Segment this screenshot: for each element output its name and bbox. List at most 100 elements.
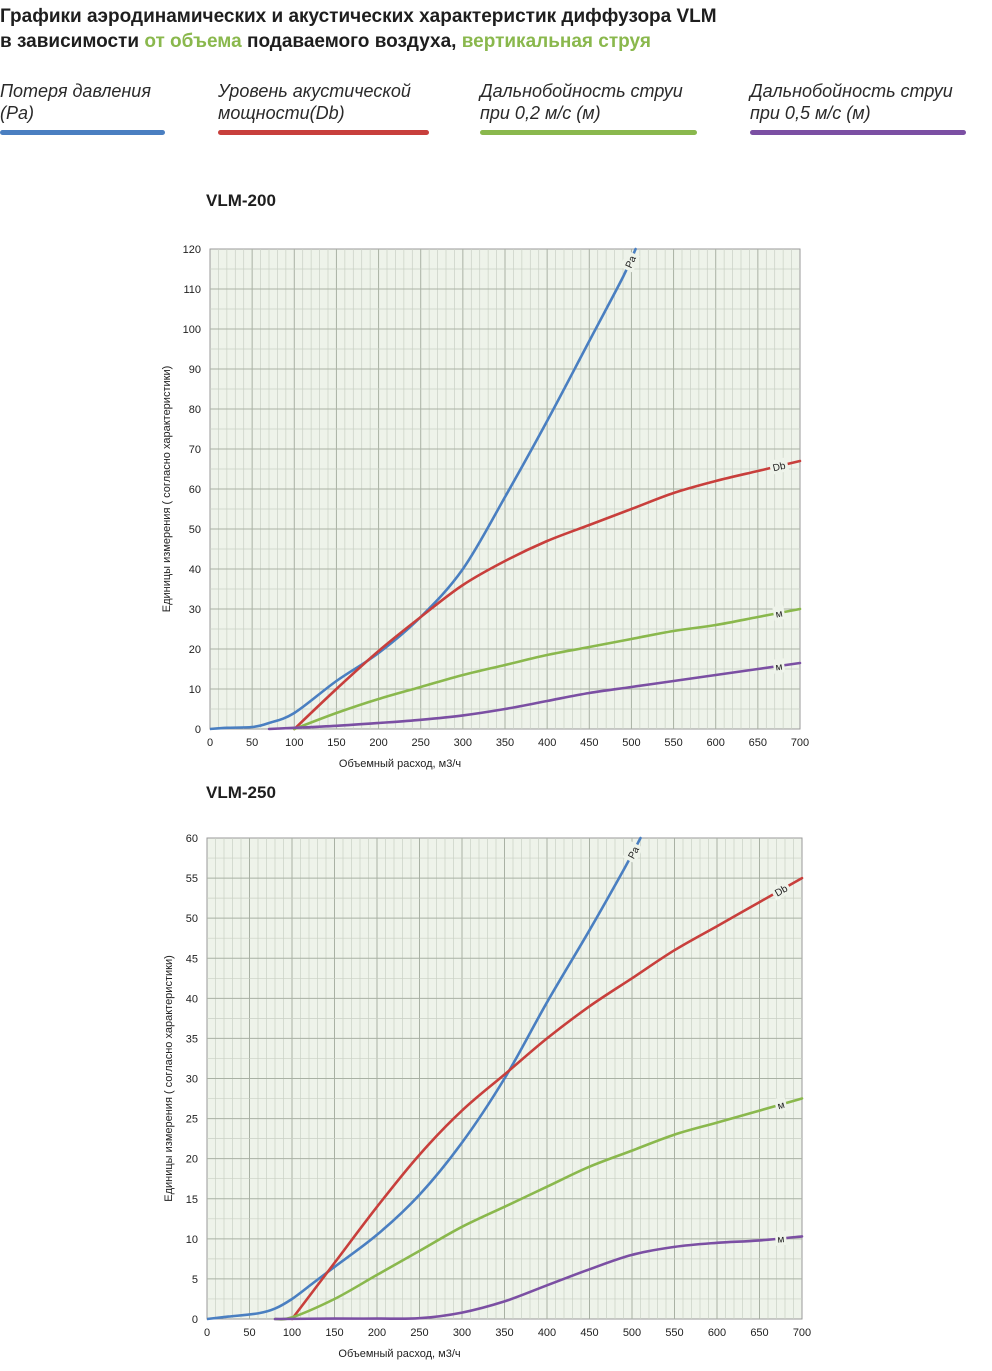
y-tick-label: 0 <box>195 724 201 736</box>
x-tick-label: 300 <box>453 1327 471 1339</box>
y-tick-label: 120 <box>183 244 201 256</box>
series-line-pa <box>207 836 642 1321</box>
title-part-d: вертикальная струя <box>461 31 651 52</box>
series-label-bg <box>619 250 641 273</box>
y-tick-label: 25 <box>186 1114 198 1126</box>
y-axis-label: Единицы измерения ( согласно характерист… <box>163 955 175 1202</box>
series-label-bg <box>772 658 786 674</box>
series-label-db: Db <box>768 457 790 475</box>
series-label-throw-05: м <box>772 658 786 674</box>
legend-swatch-green <box>480 130 697 135</box>
x-tick-label: 300 <box>454 737 472 749</box>
x-tick-label: 0 <box>207 737 213 749</box>
title-line-2: в зависимости от объема подаваемого возд… <box>0 29 992 54</box>
legend-label-throw-05: Дальнобойность струи при 0,5 м/с (м) <box>750 81 953 123</box>
x-tick-label: 250 <box>412 737 430 749</box>
legend-item-throw-02: Дальнобойность струи при 0,2 м/с (м) <box>480 80 700 135</box>
y-tick-label: 100 <box>183 324 201 336</box>
x-tick-label: 50 <box>243 1327 255 1339</box>
y-tick-label: 10 <box>189 684 201 696</box>
series-label-bg <box>769 879 793 901</box>
series-label-bg <box>773 1096 788 1113</box>
x-tick-label: 200 <box>368 1327 386 1339</box>
series-label-text: м <box>775 662 783 674</box>
x-tick-label: 350 <box>495 1327 513 1339</box>
x-tick-label: 400 <box>538 1327 556 1339</box>
title-part-c: подаваемого воздуха, <box>241 31 462 52</box>
legend-swatch-purple <box>750 130 966 135</box>
x-tick-label: 200 <box>369 737 387 749</box>
chart-title-vlm-200: VLM-200 <box>206 191 276 210</box>
x-tick-label: 600 <box>707 737 725 749</box>
x-tick-label: 150 <box>327 737 345 749</box>
legend-swatch-red <box>218 130 429 135</box>
x-tick-label: 500 <box>623 1327 641 1339</box>
legend-item-acoustic-power: Уровень акустической мощности(Db) <box>218 80 438 135</box>
series-line-throw-02 <box>273 1097 804 1321</box>
y-tick-label: 55 <box>186 873 198 885</box>
y-tick-label: 50 <box>189 524 201 536</box>
x-axis-label: Объемный расход, м3/ч <box>338 1348 460 1360</box>
x-tick-label: 100 <box>283 1327 301 1339</box>
grid <box>207 838 802 1319</box>
y-tick-label: 35 <box>186 1033 198 1045</box>
series-line-throw-05 <box>267 661 802 731</box>
series-label-text: Pa <box>627 845 643 861</box>
legend-item-throw-05: Дальнобойность струи при 0,5 м/с (м) <box>750 80 970 135</box>
y-tick-label: 40 <box>189 564 201 576</box>
y-tick-label: 45 <box>186 953 198 965</box>
x-tick-label: 650 <box>749 737 767 749</box>
y-tick-label: 10 <box>186 1234 198 1246</box>
series-label-text: м <box>775 608 784 620</box>
x-tick-label: 700 <box>791 737 809 749</box>
x-tick-label: 50 <box>246 737 258 749</box>
legend-label-throw-02: Дальнобойность струи при 0,2 м/с (м) <box>480 81 683 123</box>
legend-label-acoustic-power: Уровень акустической мощности(Db) <box>218 81 411 123</box>
series-line-throw-02 <box>293 607 802 731</box>
chart-vlm-200: 0 50 100 150 200 250 300 350 400 450 500 550 600 650 7… <box>161 244 809 770</box>
x-tick-label: 450 <box>580 1327 598 1339</box>
y-tick-label: 60 <box>186 833 198 845</box>
chart-title-vlm-250: VLM-250 <box>206 783 276 802</box>
y-tick-label: 30 <box>186 1074 198 1086</box>
x-tick-label: 700 <box>793 1327 811 1339</box>
y-tick-label: 5 <box>192 1274 198 1286</box>
y-tick-label: 20 <box>186 1154 198 1166</box>
series-label-bg <box>768 457 790 475</box>
x-tick-label: 500 <box>622 737 640 749</box>
series-label-throw-05: м <box>774 1230 787 1246</box>
y-tick-label: 60 <box>189 484 201 496</box>
series-label-text: Pa <box>624 254 639 270</box>
x-tick-label: 150 <box>325 1327 343 1339</box>
y-tick-label: 90 <box>189 364 201 376</box>
x-tick-label: 350 <box>496 737 514 749</box>
legend-item-pressure-loss: Потеря давления (Pa) <box>0 80 220 135</box>
y-tick-label: 15 <box>186 1194 198 1206</box>
series-label-throw-02: м <box>773 1096 788 1113</box>
series-line-db <box>290 876 804 1321</box>
series-label-throw-02: м <box>772 605 786 621</box>
y-tick-label: 80 <box>189 404 201 416</box>
series-label-text: м <box>777 1234 785 1246</box>
legend-swatch-blue <box>0 130 165 135</box>
y-tick-label: 0 <box>192 1314 198 1326</box>
series-line-throw-05 <box>273 1235 804 1321</box>
series-label-text: м <box>776 1100 786 1112</box>
y-tick-label: 20 <box>189 644 201 656</box>
legend-label-pressure-loss: Потеря давления (Pa) <box>0 81 151 123</box>
series-label-bg <box>774 1230 787 1246</box>
chart-vlm-250: 0 50 100 150 200 250 300 350 400 450 500 550 600 650 7… <box>163 833 811 1360</box>
grid <box>210 249 800 729</box>
y-tick-label: 50 <box>186 913 198 925</box>
x-tick-label: 100 <box>285 737 303 749</box>
y-tick-label: 70 <box>189 444 201 456</box>
x-tick-label: 650 <box>750 1327 768 1339</box>
series-label-pa: Pa <box>619 250 641 273</box>
x-tick-label: 550 <box>664 737 682 749</box>
x-axis-label: Объемный расход, м3/ч <box>339 758 461 770</box>
title-part-b: от объема <box>144 31 242 52</box>
series-label-bg <box>622 841 644 864</box>
x-tick-label: 550 <box>665 1327 683 1339</box>
page-title: Графики аэродинамических и акустических … <box>0 4 992 54</box>
y-tick-label: 30 <box>189 604 201 616</box>
